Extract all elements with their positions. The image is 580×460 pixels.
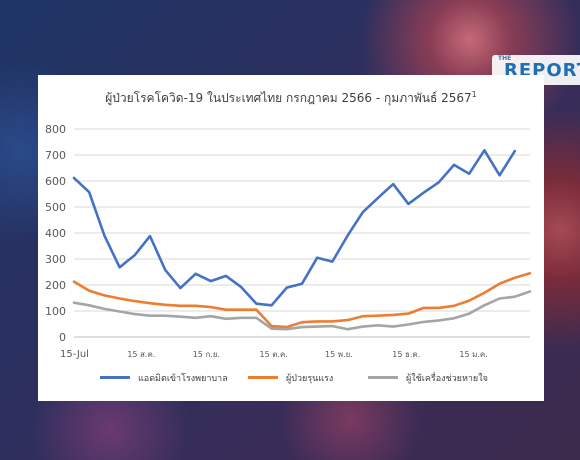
chart-title: ผู้ป่วยโรคโควิด-19 ในประเทศไทย กรกฎาคม 2…	[38, 89, 544, 108]
y-tick-label: 800	[45, 123, 66, 136]
legend-label: ผู้ใช้เครื่องช่วยหายใจ	[406, 374, 488, 384]
x-tick-label: 15 ธ.ค.	[392, 350, 420, 359]
x-tick-label: 15 ก.ย.	[193, 350, 220, 359]
chart-legend: แอดมิตเข้าโรงพยาบาล ผู้ป่วยรุนแรง ผู้ใช้เค…	[38, 371, 544, 387]
y-tick-label: 400	[45, 227, 66, 240]
legend-swatch	[368, 376, 398, 379]
x-tick-label: 15 ม.ค.	[459, 350, 487, 359]
chart-panel: ผู้ป่วยโรคโควิด-19 ในประเทศไทย กรกฎาคม 2…	[38, 75, 544, 401]
x-tick-label: 15 ส.ค.	[127, 350, 155, 359]
y-tick-label: 200	[45, 279, 66, 292]
logo-small-text: THE	[498, 55, 512, 62]
y-tick-label: 500	[45, 201, 66, 214]
chart-title-text: ผู้ป่วยโรคโควิด-19 ในประเทศไทย กรกฎาคม 2…	[105, 91, 472, 105]
legend-swatch	[248, 376, 278, 379]
legend-swatch	[100, 376, 130, 379]
chart-title-superscript: 1	[471, 90, 477, 99]
y-tick-label: 0	[59, 331, 66, 344]
y-tick-label: 700	[45, 149, 66, 162]
y-tick-label: 600	[45, 175, 66, 188]
x-tick-label: 15-Jul	[60, 349, 89, 360]
line-chart: 0 100 200 300 400 500 600 700 800 15-Jul 15 ส.ค. 15…	[45, 123, 532, 360]
legend-label: แอดมิตเข้าโรงพยาบาล	[138, 374, 228, 384]
legend-label: ผู้ป่วยรุนแรง	[286, 374, 334, 384]
series-line-2	[72, 272, 532, 329]
series-line-1	[72, 149, 517, 307]
x-tick-label: 15 พ.ย.	[325, 350, 353, 359]
x-tick-label: 15 ต.ค.	[260, 350, 288, 359]
y-tick-label: 300	[45, 253, 66, 266]
series-line-3	[72, 290, 532, 331]
y-tick-label: 100	[45, 305, 66, 318]
